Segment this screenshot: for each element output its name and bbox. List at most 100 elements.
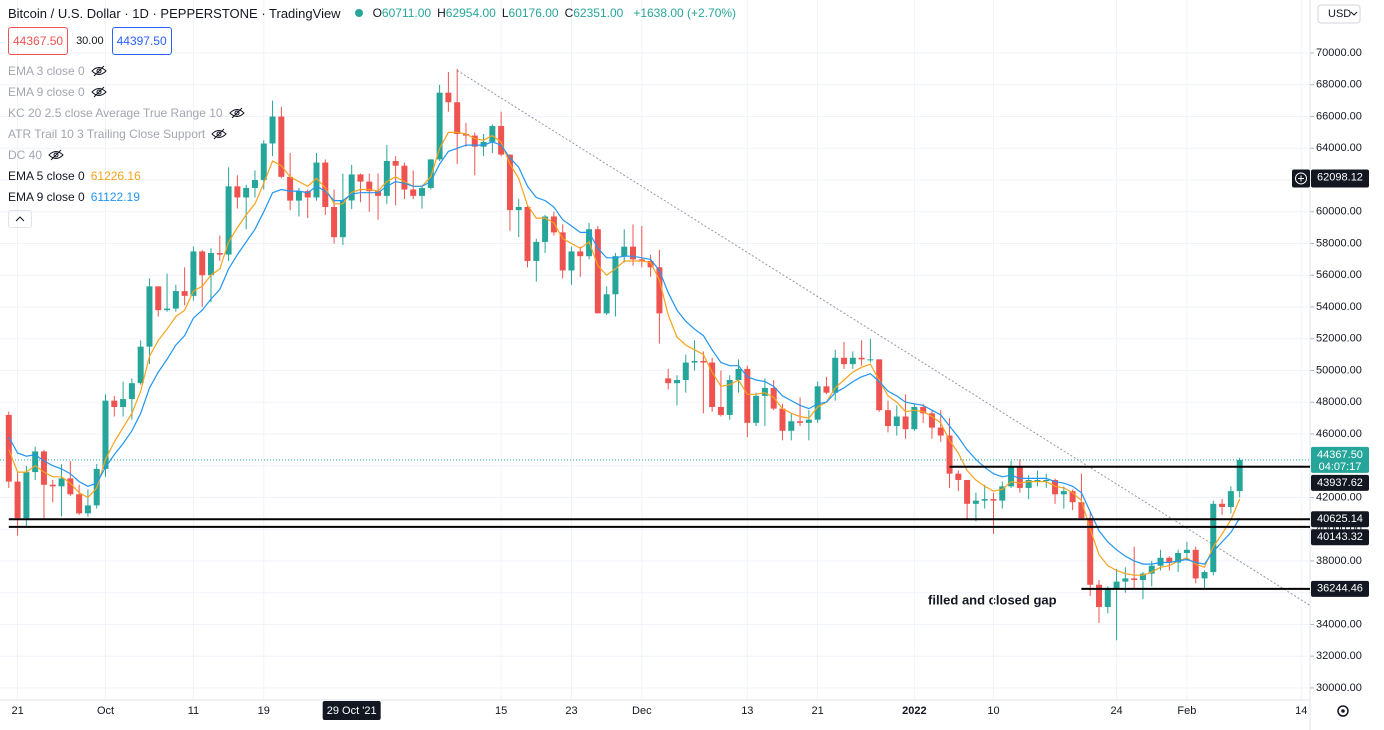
candle-body (216, 253, 223, 255)
y-tick-label: 38000.00 (1316, 555, 1362, 567)
y-tick-label: 30000.00 (1316, 682, 1362, 694)
legend-value: 61122.19 (90, 189, 140, 204)
candle-body (32, 451, 39, 473)
x-tick-label: 10 (987, 705, 999, 717)
candle-body (67, 478, 74, 495)
candle-body (287, 176, 294, 201)
settings-icon[interactable] (1337, 705, 1349, 717)
buy-button[interactable]: 44397.50 (111, 27, 172, 55)
collapse-button[interactable] (8, 210, 32, 228)
indicator-name: ATR Trail 10 3 Trailing Close Support (8, 126, 206, 141)
hidden-icon[interactable] (91, 86, 107, 98)
crosshair-plus-sign (1298, 175, 1304, 182)
candle-body (471, 135, 478, 147)
y-tick-label: 52000.00 (1316, 333, 1362, 345)
ohlc-key: L (501, 6, 509, 20)
candle-body (533, 241, 540, 261)
candle-body (278, 116, 285, 177)
candle-body (436, 92, 443, 160)
candle-body (366, 181, 373, 192)
change: +1638.00 (+2.70%) (633, 6, 737, 20)
candle-body (550, 216, 557, 233)
y-tick-label: 46000.00 (1316, 428, 1362, 440)
candle-body (375, 191, 382, 196)
y-tick-label: 66000.00 (1316, 110, 1362, 122)
candle-body (410, 189, 417, 196)
candle-body (1052, 480, 1059, 495)
order-panel: 44367.50 30.00 44397.50 (8, 22, 736, 60)
y-tick-label: 48000.00 (1316, 396, 1362, 408)
hidden-icon[interactable] (91, 65, 107, 77)
price-tag-label: 40625.14 (1317, 513, 1363, 525)
candle-body (58, 478, 65, 487)
candle-body (498, 126, 505, 155)
ohlc-value: 60711.00 (381, 6, 432, 20)
candle-body (876, 359, 883, 411)
ohlc-value: 62954.00 (445, 6, 496, 20)
x-tick-label: 14 (1295, 705, 1307, 717)
candle-body (49, 484, 56, 487)
y-tick-label: 60000.00 (1316, 206, 1362, 218)
candle-body (506, 154, 513, 211)
hidden-icon[interactable] (228, 107, 245, 119)
candle-body (726, 380, 733, 415)
x-tick-label: 19 (258, 705, 270, 717)
hidden-icon[interactable] (211, 128, 227, 140)
candle-body (1236, 459, 1243, 492)
ohlc-key: H (437, 6, 446, 20)
hidden-icon[interactable] (48, 149, 64, 161)
candle-body (480, 141, 487, 147)
candle-body (612, 256, 619, 295)
indicator: ATR Trail 10 3 Trailing Close Support (8, 123, 736, 144)
indicator: KC 20 2.5 close Average True Range 10 (8, 102, 736, 123)
candle-body (568, 251, 575, 271)
candle-body (1201, 572, 1208, 579)
y-tick-label: 42000.00 (1316, 491, 1362, 503)
candle-body (999, 486, 1006, 501)
candle-body (841, 357, 848, 365)
candle-body (656, 267, 663, 314)
sell-button[interactable]: 44367.50 (8, 27, 69, 55)
currency-caret (1350, 11, 1358, 16)
y-tick-label: 68000.00 (1316, 79, 1362, 91)
candle-body (603, 294, 610, 314)
candle-body (1016, 467, 1023, 488)
currency-button[interactable] (1317, 4, 1361, 24)
candle-body (1060, 491, 1067, 495)
currency: USD (1328, 8, 1351, 20)
candle-body (155, 286, 162, 311)
candle-body (243, 187, 250, 198)
candle-body (805, 419, 812, 423)
candle-body (84, 505, 91, 514)
price-tag-label: 36244.46 (1317, 583, 1363, 595)
candle-body (849, 357, 856, 365)
indicator: EMA 9 close 0 (8, 81, 736, 102)
candle-body (832, 357, 839, 393)
candle-body (744, 368, 751, 423)
symbol-title: Bitcoin / U.S. Dollar · 1D · PEPPERSTONE… (8, 5, 341, 21)
y-tick-label: 32000.00 (1316, 650, 1362, 662)
x-tick-label: 2022 (902, 705, 926, 717)
market-dot (354, 9, 363, 17)
ohlc-key: C (564, 6, 574, 20)
candle-body (199, 251, 206, 276)
spread: 30.00 (76, 35, 104, 47)
legend: Bitcoin / U.S. Dollar · 1D · PEPPERSTONE… (8, 4, 736, 228)
annotation: filled and closed gap (928, 592, 1057, 607)
candle-body (128, 383, 135, 400)
candle-body (40, 451, 47, 485)
candle-body (348, 174, 355, 201)
ema-line (8, 131, 1241, 576)
candle-body (779, 408, 786, 431)
candle-body (427, 159, 434, 188)
candle-body (542, 216, 549, 242)
price-tag-label: 43937.62 (1317, 477, 1363, 489)
candle-body (1219, 503, 1226, 507)
x-tick-label: Oct (97, 705, 114, 717)
ohlc: O60711.00 H62954.00 L60176.00 C62351.00 (373, 6, 630, 20)
candle-body (709, 362, 716, 407)
y-tick-label: 58000.00 (1316, 237, 1362, 249)
candle-body (102, 400, 109, 469)
